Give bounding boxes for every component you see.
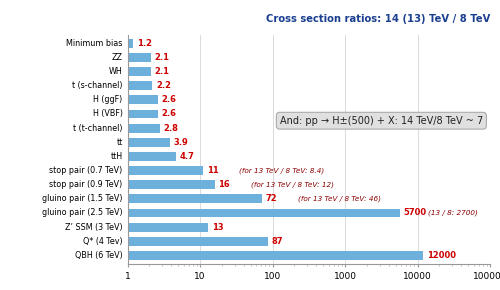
Text: 3.9: 3.9: [174, 138, 188, 147]
Text: 1.2: 1.2: [137, 39, 152, 48]
Bar: [0, 124, 160, 133]
Bar: [0, 67, 151, 76]
Text: 2.1: 2.1: [154, 53, 170, 62]
Bar: [0, 152, 176, 161]
Bar: [0, 53, 151, 62]
Text: 72: 72: [266, 194, 278, 203]
Text: 5700: 5700: [404, 209, 426, 218]
Bar: [0, 251, 423, 260]
Text: 2.6: 2.6: [161, 110, 176, 119]
Bar: [0, 195, 262, 203]
Bar: [0, 110, 158, 118]
Text: 87: 87: [272, 237, 283, 246]
Bar: [0, 166, 203, 175]
Text: (13 / 8: 2700): (13 / 8: 2700): [428, 210, 478, 216]
Bar: [0, 180, 215, 189]
Bar: [0, 95, 158, 104]
Text: (for 13 TeV / 8 TeV: 8.4): (for 13 TeV / 8 TeV: 8.4): [239, 167, 324, 174]
Text: (for 13 TeV / 8 TeV: 46): (for 13 TeV / 8 TeV: 46): [298, 195, 381, 202]
Text: 4.7: 4.7: [180, 152, 194, 161]
Text: 2.2: 2.2: [156, 81, 171, 90]
Bar: [0, 223, 208, 231]
Text: 2.6: 2.6: [161, 95, 176, 104]
Text: 12000: 12000: [427, 251, 456, 260]
Text: Cross section ratios: 14 (13) TeV / 8 TeV: Cross section ratios: 14 (13) TeV / 8 Te…: [266, 14, 490, 24]
Bar: [0, 237, 268, 246]
Text: 13: 13: [212, 223, 224, 232]
Text: And: pp → H±(500) + X: 14 TeV/8 TeV ~ 7: And: pp → H±(500) + X: 14 TeV/8 TeV ~ 7: [280, 116, 483, 126]
Bar: [0, 209, 400, 218]
Bar: [0, 138, 170, 147]
Bar: [0, 81, 152, 90]
Text: 11: 11: [206, 166, 218, 175]
Text: 2.8: 2.8: [164, 124, 178, 133]
Bar: [0, 39, 133, 48]
Text: (for 13 TeV / 8 TeV: 12): (for 13 TeV / 8 TeV: 12): [251, 182, 334, 188]
Text: 2.1: 2.1: [154, 67, 170, 76]
Text: 16: 16: [218, 180, 230, 189]
